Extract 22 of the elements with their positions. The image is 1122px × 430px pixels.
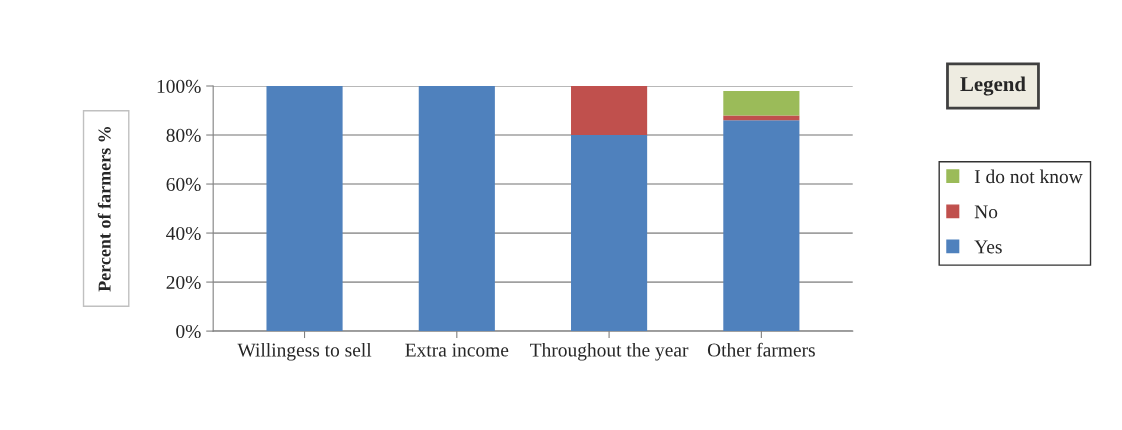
y-tick-label: 80% [166,128,201,143]
bar [723,120,800,332]
bar [723,115,800,121]
legend-label: I do not know [974,169,1083,184]
x-tick-label: Extra income [405,343,509,357]
y-tick-label: 60% [166,177,201,192]
legend-label: Yes [974,240,1002,254]
y-tick-label: 0% [176,324,201,339]
y-axis-title: Percent of farmers % [97,126,111,292]
y-tick-label: 20% [166,275,201,290]
legend-title: Legend [960,76,1026,96]
bar [571,135,648,332]
x-tick-label: Other farmers [707,342,815,357]
x-tick-label: Willingess to sell [237,342,372,361]
bar [418,86,495,332]
x-tick-label: Throughout the year [530,342,689,361]
bar [723,90,800,116]
y-tick-label: 100% [157,79,201,93]
legend-label: No [974,205,998,219]
y-tick-label: 40% [166,226,201,241]
bar [571,86,648,136]
bar [266,86,343,332]
